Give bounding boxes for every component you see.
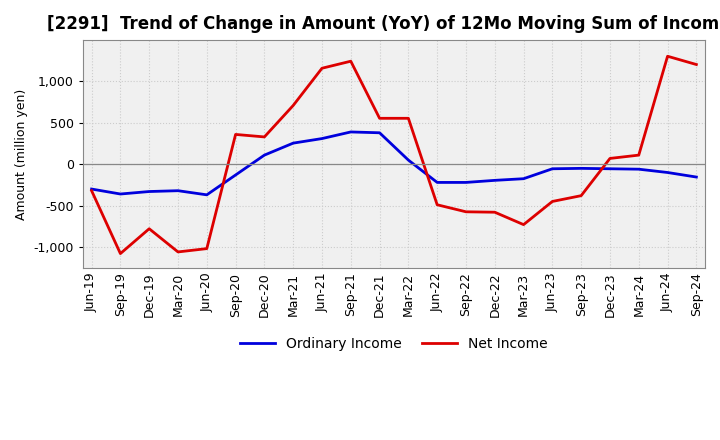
Net Income bbox=[231, 132, 240, 137]
Line: Ordinary Income: Ordinary Income bbox=[91, 132, 696, 195]
Ordinary Income bbox=[462, 180, 470, 185]
Ordinary Income bbox=[663, 170, 672, 175]
Title: [2291]  Trend of Change in Amount (YoY) of 12Mo Moving Sum of Incomes: [2291] Trend of Change in Amount (YoY) o… bbox=[48, 15, 720, 33]
Legend: Ordinary Income, Net Income: Ordinary Income, Net Income bbox=[235, 331, 554, 356]
Net Income bbox=[490, 209, 499, 215]
Ordinary Income bbox=[375, 130, 384, 136]
Ordinary Income bbox=[116, 191, 125, 197]
Net Income bbox=[174, 249, 182, 255]
Ordinary Income bbox=[202, 192, 211, 198]
Ordinary Income bbox=[433, 180, 441, 185]
Ordinary Income bbox=[404, 158, 413, 163]
Y-axis label: Amount (million yen): Amount (million yen) bbox=[15, 88, 28, 220]
Ordinary Income bbox=[548, 166, 557, 172]
Net Income bbox=[375, 116, 384, 121]
Net Income bbox=[634, 153, 643, 158]
Net Income bbox=[462, 209, 470, 214]
Ordinary Income bbox=[519, 176, 528, 181]
Ordinary Income bbox=[260, 153, 269, 158]
Ordinary Income bbox=[289, 140, 297, 146]
Net Income bbox=[318, 66, 326, 71]
Net Income bbox=[116, 251, 125, 256]
Net Income bbox=[433, 202, 441, 207]
Net Income bbox=[260, 134, 269, 139]
Net Income bbox=[692, 62, 701, 67]
Net Income bbox=[577, 193, 585, 198]
Ordinary Income bbox=[87, 187, 96, 192]
Ordinary Income bbox=[346, 129, 355, 135]
Line: Net Income: Net Income bbox=[91, 56, 696, 253]
Ordinary Income bbox=[490, 178, 499, 183]
Net Income bbox=[289, 103, 297, 108]
Net Income bbox=[404, 116, 413, 121]
Ordinary Income bbox=[318, 136, 326, 141]
Ordinary Income bbox=[577, 166, 585, 171]
Ordinary Income bbox=[692, 174, 701, 180]
Ordinary Income bbox=[606, 166, 614, 172]
Net Income bbox=[663, 54, 672, 59]
Ordinary Income bbox=[634, 167, 643, 172]
Ordinary Income bbox=[145, 189, 153, 194]
Net Income bbox=[87, 188, 96, 193]
Ordinary Income bbox=[174, 188, 182, 193]
Net Income bbox=[202, 246, 211, 251]
Net Income bbox=[346, 59, 355, 64]
Net Income bbox=[548, 199, 557, 204]
Net Income bbox=[606, 156, 614, 161]
Net Income bbox=[145, 226, 153, 231]
Ordinary Income bbox=[231, 172, 240, 178]
Net Income bbox=[519, 222, 528, 227]
